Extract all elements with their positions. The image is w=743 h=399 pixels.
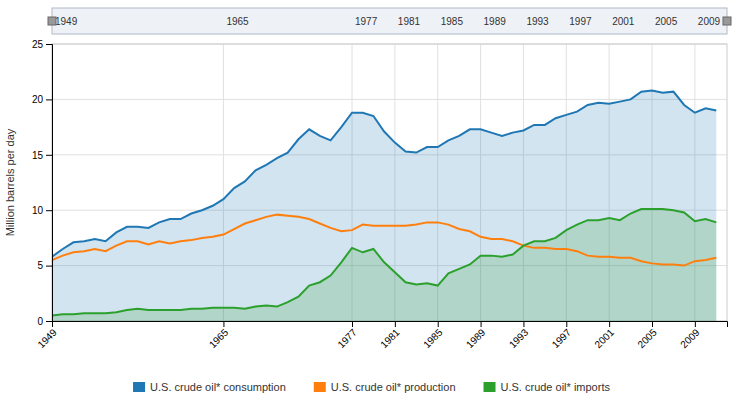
x-axis-line (53, 322, 728, 328)
navigator-label: 2005 (655, 16, 678, 27)
navigator-label: 1989 (484, 16, 507, 27)
y-axis-title: Million barrels per day (4, 128, 16, 236)
x-tick-label: 1965 (207, 326, 231, 350)
navigator-label: 1993 (526, 16, 549, 27)
x-tick: 1981 (378, 321, 402, 350)
legend-swatch (133, 382, 145, 392)
legend-label: U.S. crude oil* consumption (150, 381, 286, 393)
x-tick-label: 1949 (35, 326, 59, 350)
y-tick-label: 20 (32, 94, 44, 105)
line (52, 215, 716, 266)
plot: 1949196519771981198519891993199720012005… (32, 39, 728, 350)
y-tick-mark (46, 321, 52, 322)
navigator-handle (723, 17, 731, 25)
x-tick-mark (481, 321, 482, 327)
x-tick-label: 1993 (507, 326, 531, 350)
x-tick-mark (352, 321, 353, 327)
plot-frame (52, 44, 727, 321)
legend-label: U.S. crude oil* imports (501, 381, 611, 393)
area (52, 91, 716, 321)
x-tick: 1985 (421, 321, 445, 350)
y-tick: 0 (37, 316, 52, 327)
legend-item: U.S. crude oil* production (314, 381, 456, 393)
x-tick-label: 2001 (592, 326, 616, 350)
x-tick: 1977 (335, 321, 359, 350)
x-axis: 1949 1965 1977 1981 1985 1989 1993 1997 2001 2005… (35, 321, 727, 350)
legend-swatch (314, 382, 326, 392)
navigator-label: 1977 (355, 16, 378, 27)
x-tick: 2001 (592, 321, 616, 350)
legend-item: U.S. crude oil* consumption (133, 381, 286, 393)
y-tick-label: 15 (32, 150, 44, 161)
y-tick-label: 25 (32, 39, 44, 50)
y-tick-mark (46, 266, 52, 267)
chart: 1949196519771981198519891993199720012005… (0, 0, 743, 399)
grid (52, 44, 727, 321)
y-tick: 5 (37, 260, 52, 271)
legend-item: U.S. crude oil* imports (484, 381, 611, 393)
x-tick-mark (523, 321, 524, 327)
x-tick: 1993 (507, 321, 531, 350)
y-axis: 0 5 10 15 20 25 (32, 39, 53, 327)
x-tick-mark (695, 321, 696, 327)
y-tick-mark (46, 155, 52, 156)
x-tick-mark (609, 321, 610, 327)
x-tick-mark (566, 321, 567, 327)
x-tick: 1989 (464, 321, 488, 350)
x-tick-mark (652, 321, 653, 327)
navigator-bar (52, 8, 727, 34)
x-tick: 2009 (678, 321, 702, 350)
x-tick-label: 2009 (678, 326, 702, 350)
navigator-handle (48, 17, 56, 25)
navigator-label: 2009 (698, 16, 721, 27)
x-tick-mark (223, 321, 224, 327)
y-tick: 20 (32, 94, 52, 105)
navigator-label: 2001 (612, 16, 635, 27)
y-tick-mark (46, 210, 52, 211)
y-tick-mark (46, 99, 52, 100)
y-tick: 25 (32, 39, 52, 50)
navigator-label: 1965 (226, 16, 249, 27)
x-tick-label: 1977 (335, 326, 359, 350)
y-tick: 15 (32, 150, 52, 161)
navigator-label: 1997 (569, 16, 592, 27)
navigator: 1949 1965 1977 1981 1985 1989 1993 1997 2001 2005… (48, 8, 731, 34)
x-tick: 1997 (550, 321, 574, 350)
navigator-label: 1949 (55, 16, 78, 27)
x-tick-label: 1989 (464, 326, 488, 350)
y-tick-label: 5 (37, 260, 43, 271)
x-tick-label: 2005 (635, 326, 659, 350)
line (52, 91, 716, 257)
legend: U.S. crude oil* consumption U.S. crude oi… (133, 381, 610, 393)
y-axis-line (46, 45, 53, 322)
y-tick-mark (46, 44, 52, 45)
y-tick-label: 0 (37, 316, 43, 327)
legend-swatch (484, 382, 496, 392)
line (52, 209, 716, 315)
x-tick-mark (438, 321, 439, 327)
navigator-label: 1985 (441, 16, 464, 27)
x-tick-label: 1981 (378, 326, 402, 350)
x-tick: 1965 (207, 321, 231, 350)
x-tick: 2005 (635, 321, 659, 350)
navigator-label: 1981 (398, 16, 421, 27)
marks (52, 91, 716, 321)
legend-label: U.S. crude oil* production (331, 381, 456, 393)
y-tick: 10 (32, 205, 52, 216)
x-tick-mark (395, 321, 396, 327)
y-tick-label: 10 (32, 205, 44, 216)
x-tick-label: 1997 (550, 326, 574, 350)
x-tick-label: 1985 (421, 326, 445, 350)
